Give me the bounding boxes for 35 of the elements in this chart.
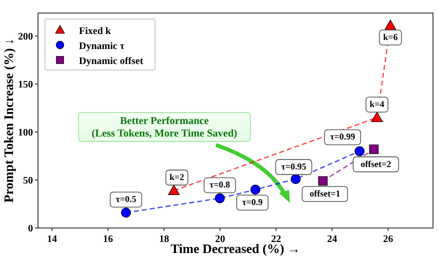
x-tick-label: 16 (103, 234, 114, 245)
y-tick-label: 100 (18, 128, 33, 139)
annotation: τ=0.8 (210, 180, 231, 190)
annotation: offset=1 (310, 188, 341, 198)
x-tick-label: 14 (47, 234, 58, 245)
annotation: τ=0.5 (116, 194, 137, 204)
annotation: τ=0.9 (242, 197, 264, 208)
y-axis-title: Prompt Token Increase (%) ↓ (1, 38, 16, 203)
y-tick-label: 200 (18, 32, 33, 43)
y-tick-label: 150 (18, 80, 33, 91)
annotation: offset=2 (360, 158, 392, 169)
legend-label: Fixed k (79, 26, 112, 37)
annotation: k=2 (170, 172, 185, 182)
x-tick-label: 18 (159, 234, 170, 245)
annotation: k=6 (383, 32, 398, 42)
y-tick-label: 50 (23, 176, 33, 187)
annotation: Better Performance (Less Tokens, More Time Saved) (92, 116, 238, 140)
point (168, 184, 180, 195)
point (120, 208, 131, 218)
y-tick-label: 0 (28, 224, 33, 234)
point (369, 144, 379, 154)
point (214, 193, 225, 204)
point (250, 184, 260, 195)
legend-label: Dynamic τ (79, 41, 125, 52)
annotation: k=4 (370, 99, 385, 110)
point (371, 112, 383, 122)
point (290, 174, 301, 184)
point (354, 146, 365, 156)
legend-label: Dynamic offset (79, 56, 144, 67)
point (384, 20, 396, 30)
x-tick-label: 24 (327, 234, 338, 245)
point (318, 176, 328, 186)
annotation: τ=0.95 (281, 162, 307, 172)
x-tick-label: 26 (383, 234, 394, 245)
annotation: τ=0.99 (330, 132, 356, 142)
